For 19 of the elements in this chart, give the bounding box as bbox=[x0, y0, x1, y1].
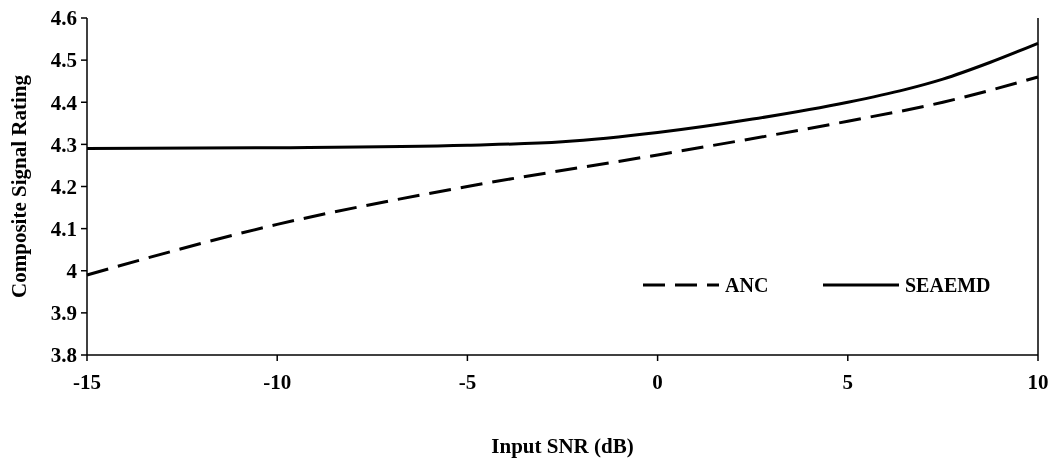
y-tick-label: 4.4 bbox=[50, 90, 78, 115]
legend-label: ANC bbox=[725, 274, 769, 296]
x-tick-label: -5 bbox=[458, 370, 477, 394]
x-axis-title: Input SNR (dB) bbox=[491, 434, 634, 458]
x-tick-label: 10 bbox=[1027, 370, 1049, 394]
y-tick-label: 3.8 bbox=[50, 343, 77, 368]
y-tick-label: 3.9 bbox=[50, 301, 77, 326]
y-tick-label: 4.6 bbox=[50, 6, 77, 31]
x-tick-label: -15 bbox=[73, 370, 101, 394]
x-tick-label: -10 bbox=[263, 370, 292, 394]
y-tick-label: 4.5 bbox=[50, 48, 77, 73]
x-tick-label: 5 bbox=[842, 370, 854, 394]
legend-label: SEAEMD bbox=[905, 274, 991, 296]
y-tick-label: 4.2 bbox=[50, 174, 77, 199]
y-axis-title: Composite Signal Rating bbox=[7, 74, 31, 298]
x-tick-label: 0 bbox=[652, 370, 663, 394]
y-tick-label: 4.3 bbox=[50, 132, 77, 157]
y-tick-label: 4 bbox=[66, 259, 78, 284]
y-tick-label: 4.1 bbox=[50, 216, 77, 241]
